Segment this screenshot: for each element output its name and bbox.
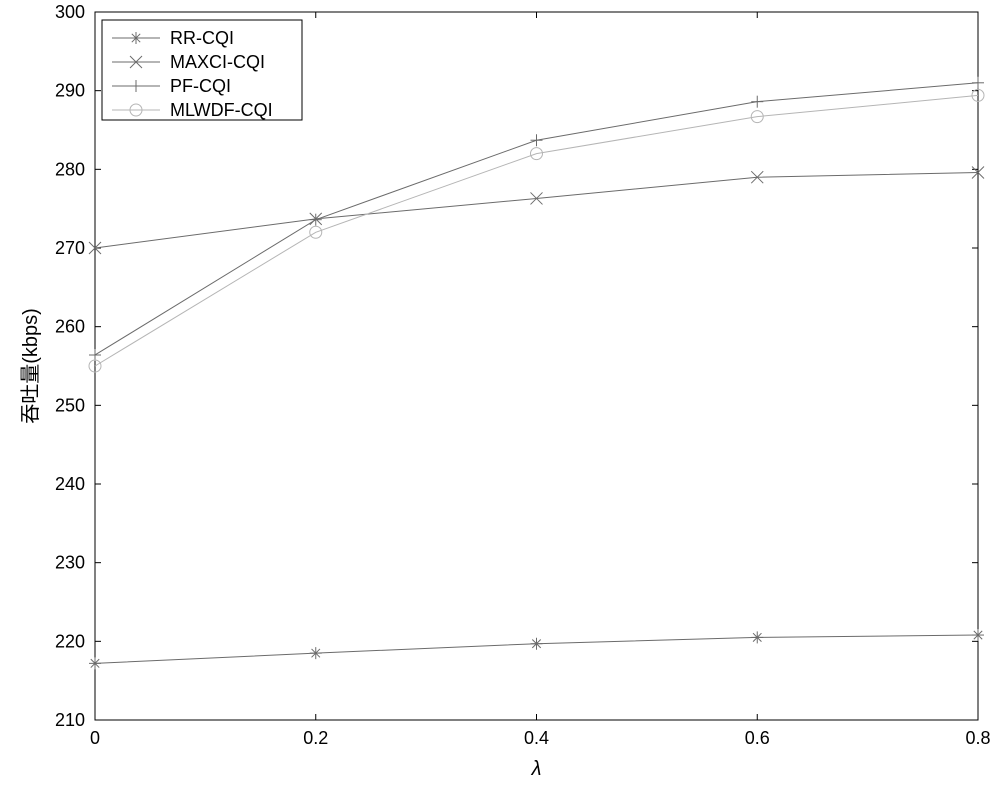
legend-item: PF-CQI bbox=[170, 76, 231, 96]
chart-svg: 0 0.2 0.4 0.6 0.8 210 220 230 240 250 260 270 280 290… bbox=[0, 0, 1000, 794]
legend-item: MAXCI-CQI bbox=[170, 52, 265, 72]
x-tick-label: 0.6 bbox=[745, 728, 770, 748]
series-PF-CQI bbox=[95, 83, 978, 355]
y-axis-title: 吞吐量(kbps) bbox=[19, 308, 42, 424]
x-axis-title: λ bbox=[531, 758, 542, 780]
y-tick-label: 220 bbox=[55, 631, 85, 651]
throughput-vs-lambda-chart: 0 0.2 0.4 0.6 0.8 210 220 230 240 250 260 270 280 290… bbox=[0, 0, 1000, 794]
y-tick-label: 280 bbox=[55, 159, 85, 179]
legend-item: MLWDF-CQI bbox=[170, 100, 273, 120]
y-tick-label: 250 bbox=[55, 395, 85, 415]
x-tick-label: 0.4 bbox=[524, 728, 549, 748]
y-tick-label: 300 bbox=[55, 2, 85, 22]
x-tick-label: 0.8 bbox=[965, 728, 990, 748]
y-tick-label: 270 bbox=[55, 238, 85, 258]
x-tick-label: 0 bbox=[90, 728, 100, 748]
y-tick-label: 240 bbox=[55, 474, 85, 494]
series-MAXCI-CQI bbox=[95, 172, 978, 248]
y-tick-label: 230 bbox=[55, 553, 85, 573]
x-tick-label: 0.2 bbox=[303, 728, 328, 748]
legend-item: RR-CQI bbox=[170, 28, 234, 48]
y-tick-label: 290 bbox=[55, 81, 85, 101]
y-tick-label: 210 bbox=[55, 710, 85, 730]
y-tick-label: 260 bbox=[55, 317, 85, 337]
